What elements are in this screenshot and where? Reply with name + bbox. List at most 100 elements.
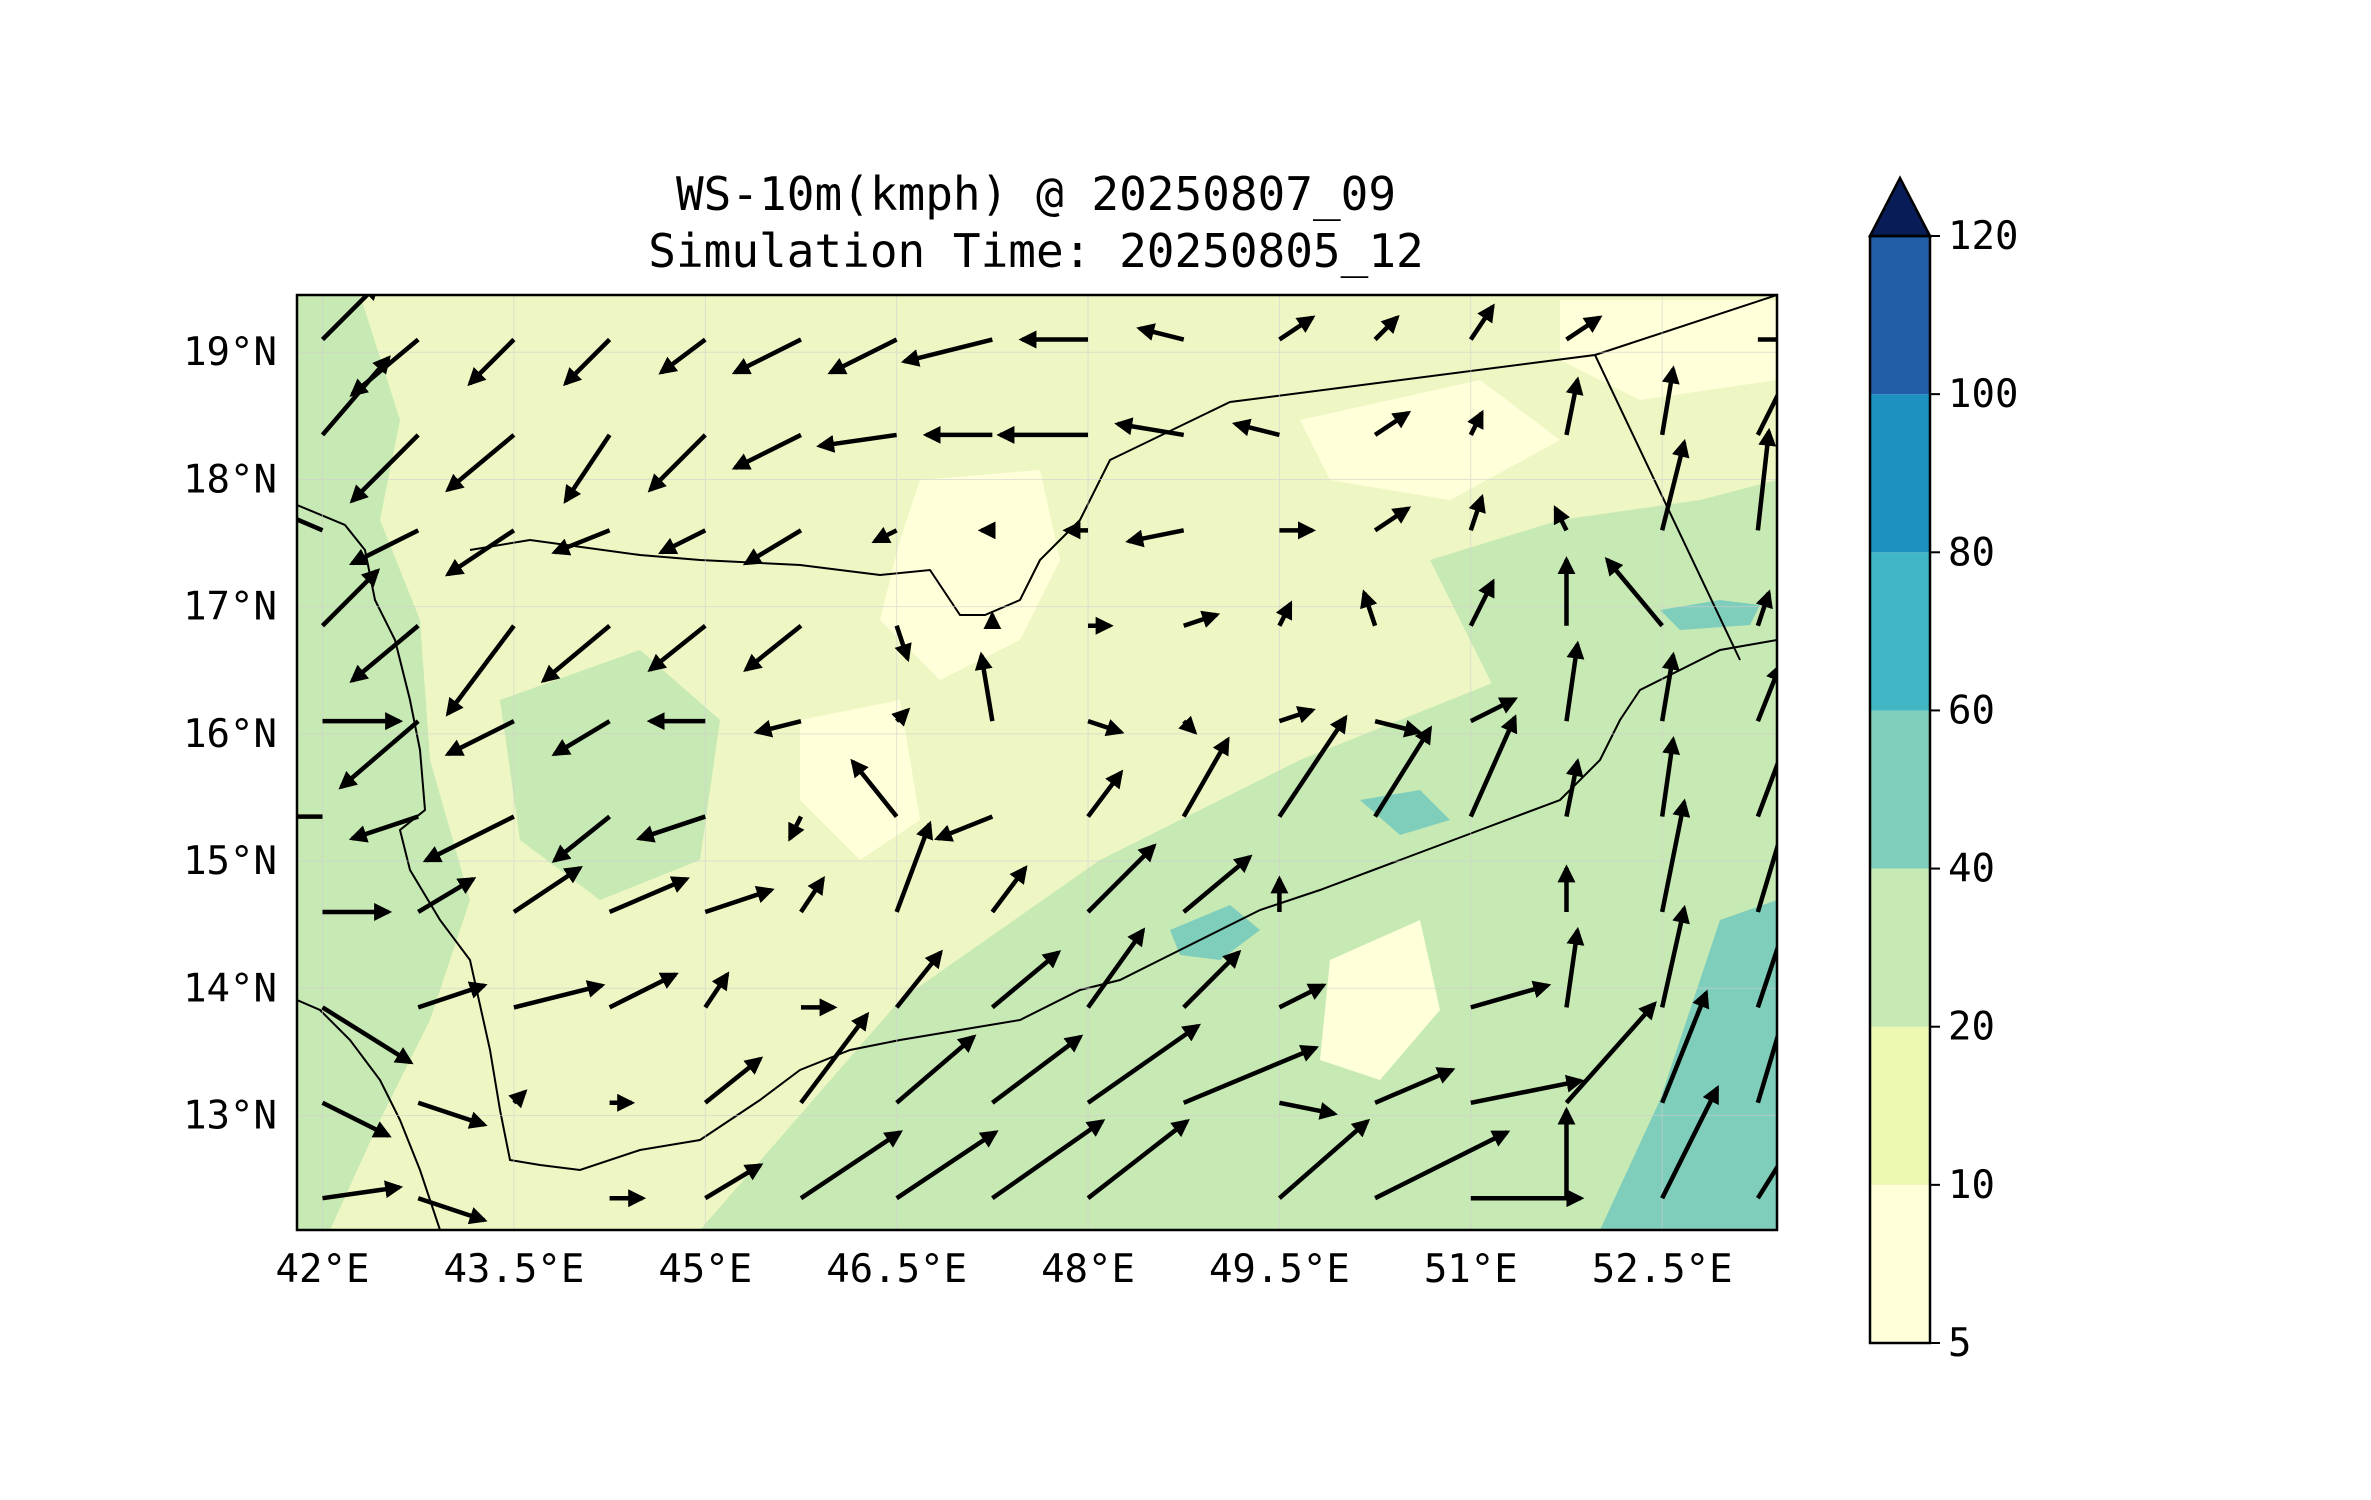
yemen-oman-border [1594,295,1777,356]
x-tick-label: 49.5°E [1209,1247,1350,1292]
colorbar-tick-label: 100 [1948,372,2018,417]
wind-vector-arrow [816,432,897,453]
wind-vector-arrow [321,1100,392,1138]
wind-vector-arrow [1278,1100,1338,1120]
wind-vector-arrow [349,433,420,504]
wind-vector-arrow [1114,417,1185,438]
wind-vector-arrow [444,719,515,757]
wind-vector-arrow [787,815,805,842]
wind-vector-arrow [827,337,898,375]
wind-vector-arrow [1277,1118,1371,1200]
wind-vector-arrow [704,885,775,915]
wind-vector-arrow [563,337,612,387]
wind-vector-arrow [731,337,802,375]
wind-vector-arrow [322,1180,404,1201]
x-axis-ticks: 42°E 43.5°E 45°E 46.5°E 48°E 49.5°E 51°E 52.5°E [276,1247,1733,1292]
wind-vector-arrow [1468,578,1495,627]
wind-vector-arrow [1659,736,1681,817]
wind-vector-arrow [422,814,515,863]
wind-vector-arrow [1564,640,1585,722]
x-tick-label: 43.5°E [443,1247,584,1292]
wind-vector-arrow [320,355,391,437]
wind-vector-arrow [563,433,612,504]
wind-vector-arrow [891,707,911,727]
red-sea-coastline [297,504,1777,1172]
y-axis-ticks: 19°N 18°N 17°N 16°N 15°N 14°N 13°N [183,330,277,1138]
wind-vector-arrow [1755,365,1777,436]
wind-vector-arrow [934,814,994,842]
wind-vector-arrow [799,1130,903,1201]
wind-vector-arrow [445,433,516,493]
contour-5-10-north [1300,380,1560,500]
wind-vector-arrow [444,528,516,577]
wind-vector-layer [297,295,1777,1225]
colorbar-segment [1870,236,1930,395]
wind-vector-arrow [513,980,606,1010]
wind-vector-arrow [1277,714,1348,818]
wind-vector-arrow [1755,759,1777,818]
wind-vector-arrow [1564,1001,1657,1105]
wind-vector-arrow [348,814,419,843]
colorbar-tick-label: 120 [1948,214,2018,259]
wind-vector-arrow [658,528,707,555]
figure-title-line2: Simulation Time: 20250805_12 [648,224,1423,278]
wind-vector-arrow [1755,589,1773,627]
x-tick-label: 48°E [1041,1247,1135,1292]
wind-vector-arrow [1470,1074,1585,1105]
wind-vector-arrow [1468,714,1518,818]
wind-vector-arrow [551,528,611,556]
x-tick-label: 52.5°E [1592,1247,1733,1292]
wind-vector-arrow [991,1119,1106,1201]
wind-vector-arrow [850,758,899,818]
colorbar-frame [1868,234,1932,1345]
wind-vector-arrow [508,1089,528,1109]
x-tick-label: 45°E [658,1247,752,1292]
wind-vector-arrow [540,624,612,684]
wind-vector-arrow [1182,854,1253,914]
wind-vector-arrow [871,526,898,544]
y-tick-label: 19°N [183,330,277,375]
wind-vector-arrow [1660,989,1710,1104]
wind-vector-arrow [349,624,420,684]
colorbar-segment [1870,394,1930,553]
wind-vector-arrow [990,1034,1084,1105]
contour-5-10-plateau [800,700,920,860]
wind-vector-arrow [1374,718,1423,738]
wind-vector-arrow [1469,697,1519,724]
wind-vector-arrow [895,1034,977,1105]
contour-5-10-southeast [1320,920,1440,1080]
wind-vector-arrow [1564,758,1584,818]
wind-vector-arrow [974,651,995,722]
wind-vector-arrow [1373,725,1433,818]
wind-vector-arrow [1468,303,1495,341]
wind-vector-arrow [1278,706,1316,724]
colorbar-tick-label: 5 [1948,1321,1971,1366]
colorbar-segment [1870,868,1930,1027]
colorbar-ticks: 5 10 20 40 60 80 100 120 [1930,214,2018,1366]
wind-vector-arrow [1360,589,1378,627]
colorbar-tick-label: 10 [1948,1163,1995,1208]
wind-vector-arrow [1659,438,1690,531]
wind-vector-arrow [1755,427,1777,531]
wind-vector-arrow [1604,556,1664,628]
wind-vector-arrow [1136,323,1185,342]
african-coastline [297,999,441,1230]
wind-vector-arrow [1553,505,1570,532]
wind-vector-arrow [658,337,707,375]
colorbar-segment [1870,552,1930,711]
wind-vector-arrow [1182,949,1242,1009]
wind-vector-arrow [1373,506,1412,533]
figure-title-line1: WS-10m(kmph) @ 20250807_09 [676,167,1396,221]
wind-vector-arrow [320,295,381,342]
wind-vector-arrow [1374,1067,1456,1105]
coastlines-and-borders [297,295,1777,1230]
wind-vector-arrow [647,623,707,672]
wind-vector-arrow [894,625,912,663]
colorbar-segment [1870,1184,1930,1343]
colorbar-tick-label: 20 [1948,1005,1995,1050]
wind-vector-arrow [417,877,477,914]
contour-40-60-east [1600,900,1777,1230]
colorbar-tick-label: 60 [1948,688,1995,733]
wind-vector-arrow [1755,942,1777,1009]
wind-vector-arrow [608,972,679,1010]
